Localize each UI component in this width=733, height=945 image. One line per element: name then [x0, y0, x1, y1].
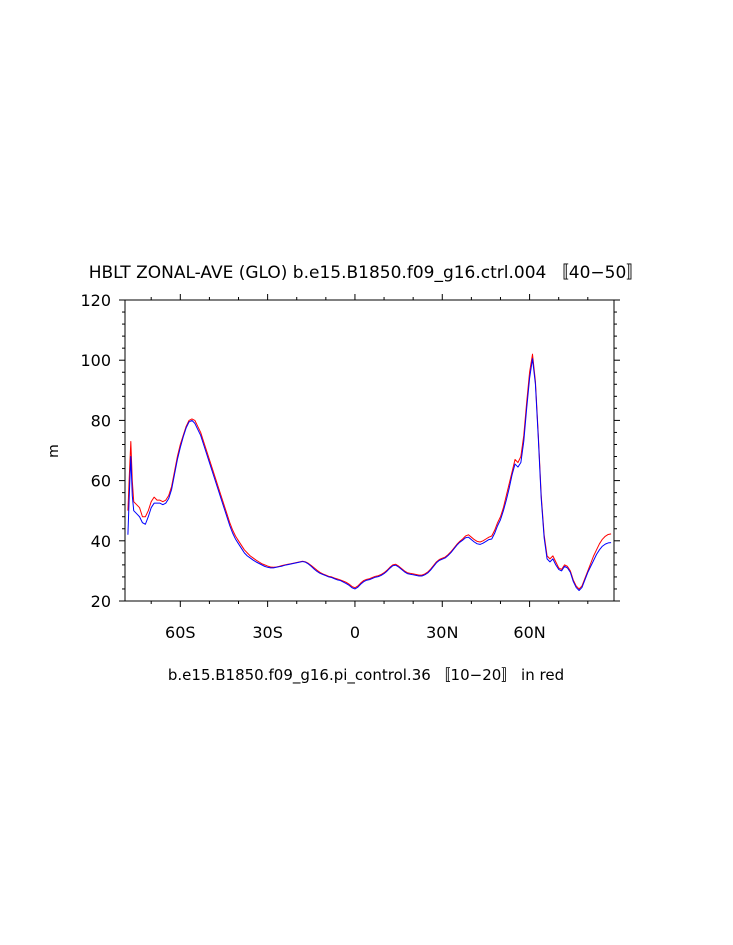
x-tick-label: 60S [165, 623, 196, 642]
y-tick-label: 20 [91, 592, 111, 611]
x-axis-label: b.e15.B1850.f09_g16.pi_control.36 〚10−20… [168, 666, 564, 685]
series-line-1 [127, 353, 612, 590]
series-line-2 [127, 358, 612, 591]
x-tick-label: 0 [350, 623, 360, 642]
y-tick-label: 80 [91, 411, 111, 430]
x-tick-label: 30N [426, 623, 458, 642]
plot-frame [124, 299, 615, 602]
chart-title: HBLT ZONAL-AVE (GLO) b.e15.B1850.f09_g16… [89, 263, 644, 283]
series-layer [127, 353, 612, 591]
y-tick-label: 100 [80, 351, 111, 370]
x-tick-label: 30S [252, 623, 283, 642]
y-tick-label: 60 [91, 472, 111, 491]
y-tick-label: 120 [80, 291, 111, 310]
axes-layer: 20 40 60 80 100 120 60S 30S 0 30N 60N [80, 291, 620, 642]
y-axis-label: m [46, 444, 62, 458]
y-tick-label: 40 [91, 532, 111, 551]
x-tick-label: 60N [513, 623, 545, 642]
